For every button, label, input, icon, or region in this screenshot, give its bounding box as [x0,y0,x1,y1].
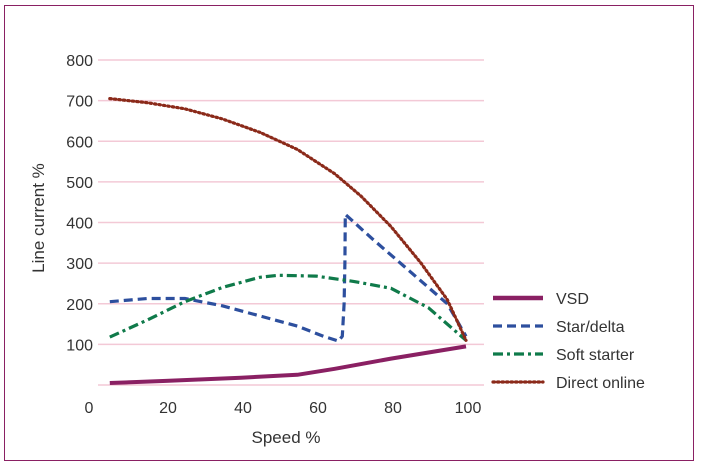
y-tick-label: 400 [66,216,93,233]
grid-lines [98,59,484,386]
series-line-star-delta [109,212,468,343]
legend-label-star-delta: Star/delta [556,319,625,336]
y-tick-label: 200 [66,297,93,314]
x-tick-label: 80 [384,400,402,417]
y-tick-label: 100 [66,337,93,354]
y-tick-label: 600 [66,134,93,151]
x-axis-ticks: 0 20 40 60 80 100 [85,400,482,417]
legend-label-direct-online: Direct online [556,375,645,392]
y-tick-label: 500 [66,175,93,192]
x-tick-label: 20 [159,400,177,417]
x-tick-label: 40 [234,400,252,417]
y-axis-ticks: 100 200 300 400 500 600 700 800 [66,53,93,354]
legend-label-vsd: VSD [556,291,589,308]
legend: VSD Star/delta Soft starter Direct online [491,291,645,392]
x-tick-label: 60 [309,400,327,417]
y-axis-label: Line current % [29,163,48,273]
y-tick-label: 700 [66,94,93,111]
x-tick-label: 100 [455,400,482,417]
legend-label-soft-starter: Soft starter [556,347,635,364]
series-line-soft-starter [109,273,468,342]
series-lines [108,97,468,385]
series-line-direct-online [108,97,468,342]
x-tick-label: 0 [85,400,94,417]
chart-frame [4,5,694,461]
series-line-vsd [109,344,467,385]
y-tick-label: 800 [66,53,93,70]
x-axis-label: Speed % [252,428,321,447]
y-tick-label: 300 [66,256,93,273]
